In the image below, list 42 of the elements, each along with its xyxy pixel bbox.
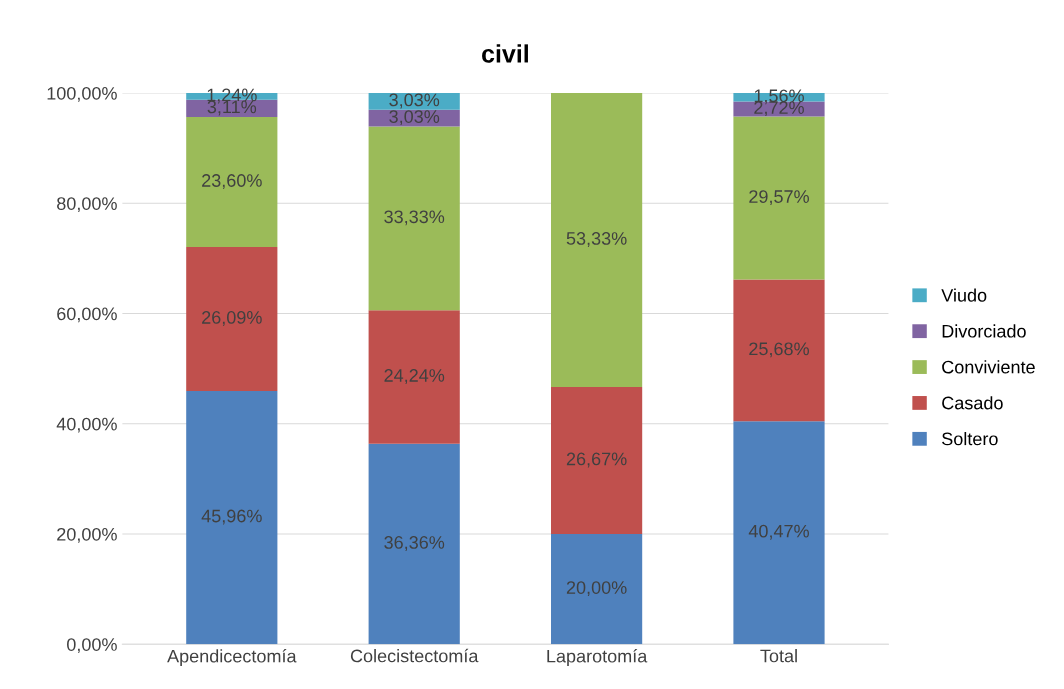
data-label: 53,33% bbox=[566, 232, 627, 247]
x-tick-label: Total bbox=[760, 649, 797, 663]
data-label: 24,24% bbox=[384, 369, 445, 384]
y-tick-label: 100,00% bbox=[47, 86, 117, 102]
data-label: 3,03% bbox=[389, 110, 440, 126]
data-label: 26,67% bbox=[566, 452, 627, 468]
y-tick-label: 40,00% bbox=[56, 417, 117, 433]
bar bbox=[551, 533, 643, 645]
y-tick-label: 0,00% bbox=[67, 638, 117, 654]
data-label: 40,47% bbox=[748, 524, 809, 540]
bar bbox=[186, 116, 278, 248]
chart-title: civil bbox=[482, 44, 528, 63]
y-tick-label: 80,00% bbox=[57, 197, 117, 213]
data-label: 23,60% bbox=[202, 174, 262, 190]
legend-label: Divorciado bbox=[942, 324, 1026, 338]
bar bbox=[733, 279, 825, 422]
bar bbox=[368, 310, 460, 444]
data-label: 26,09% bbox=[202, 311, 262, 326]
bar bbox=[733, 116, 825, 280]
data-label: 45,96% bbox=[201, 509, 262, 525]
data-label: 33,33% bbox=[384, 210, 445, 226]
bar bbox=[186, 247, 278, 391]
data-label: 29,57% bbox=[749, 190, 809, 206]
data-label: 25,68% bbox=[749, 342, 809, 358]
bar bbox=[368, 126, 460, 311]
legend-label: Soltero bbox=[942, 432, 998, 446]
legend-label: Conviviente bbox=[942, 360, 1035, 374]
x-tick-label: Apendicectomía bbox=[167, 649, 297, 667]
x-tick-label: Laparotomía bbox=[547, 649, 648, 667]
bar bbox=[733, 421, 825, 645]
bar bbox=[186, 390, 278, 645]
bar bbox=[368, 443, 460, 645]
legend-label: Viudo bbox=[941, 288, 987, 302]
data-label: 36,36% bbox=[384, 536, 445, 551]
y-tick-label: 60,00% bbox=[57, 307, 117, 323]
x-tick-label: Colecistectomía bbox=[350, 648, 479, 663]
y-tick-label: 20,00% bbox=[57, 527, 117, 543]
bar bbox=[551, 386, 643, 534]
data-label: 3,03% bbox=[389, 93, 440, 109]
data-label: 20,00% bbox=[566, 581, 627, 597]
legend-label: Casado bbox=[942, 396, 1003, 410]
bar bbox=[551, 93, 643, 387]
